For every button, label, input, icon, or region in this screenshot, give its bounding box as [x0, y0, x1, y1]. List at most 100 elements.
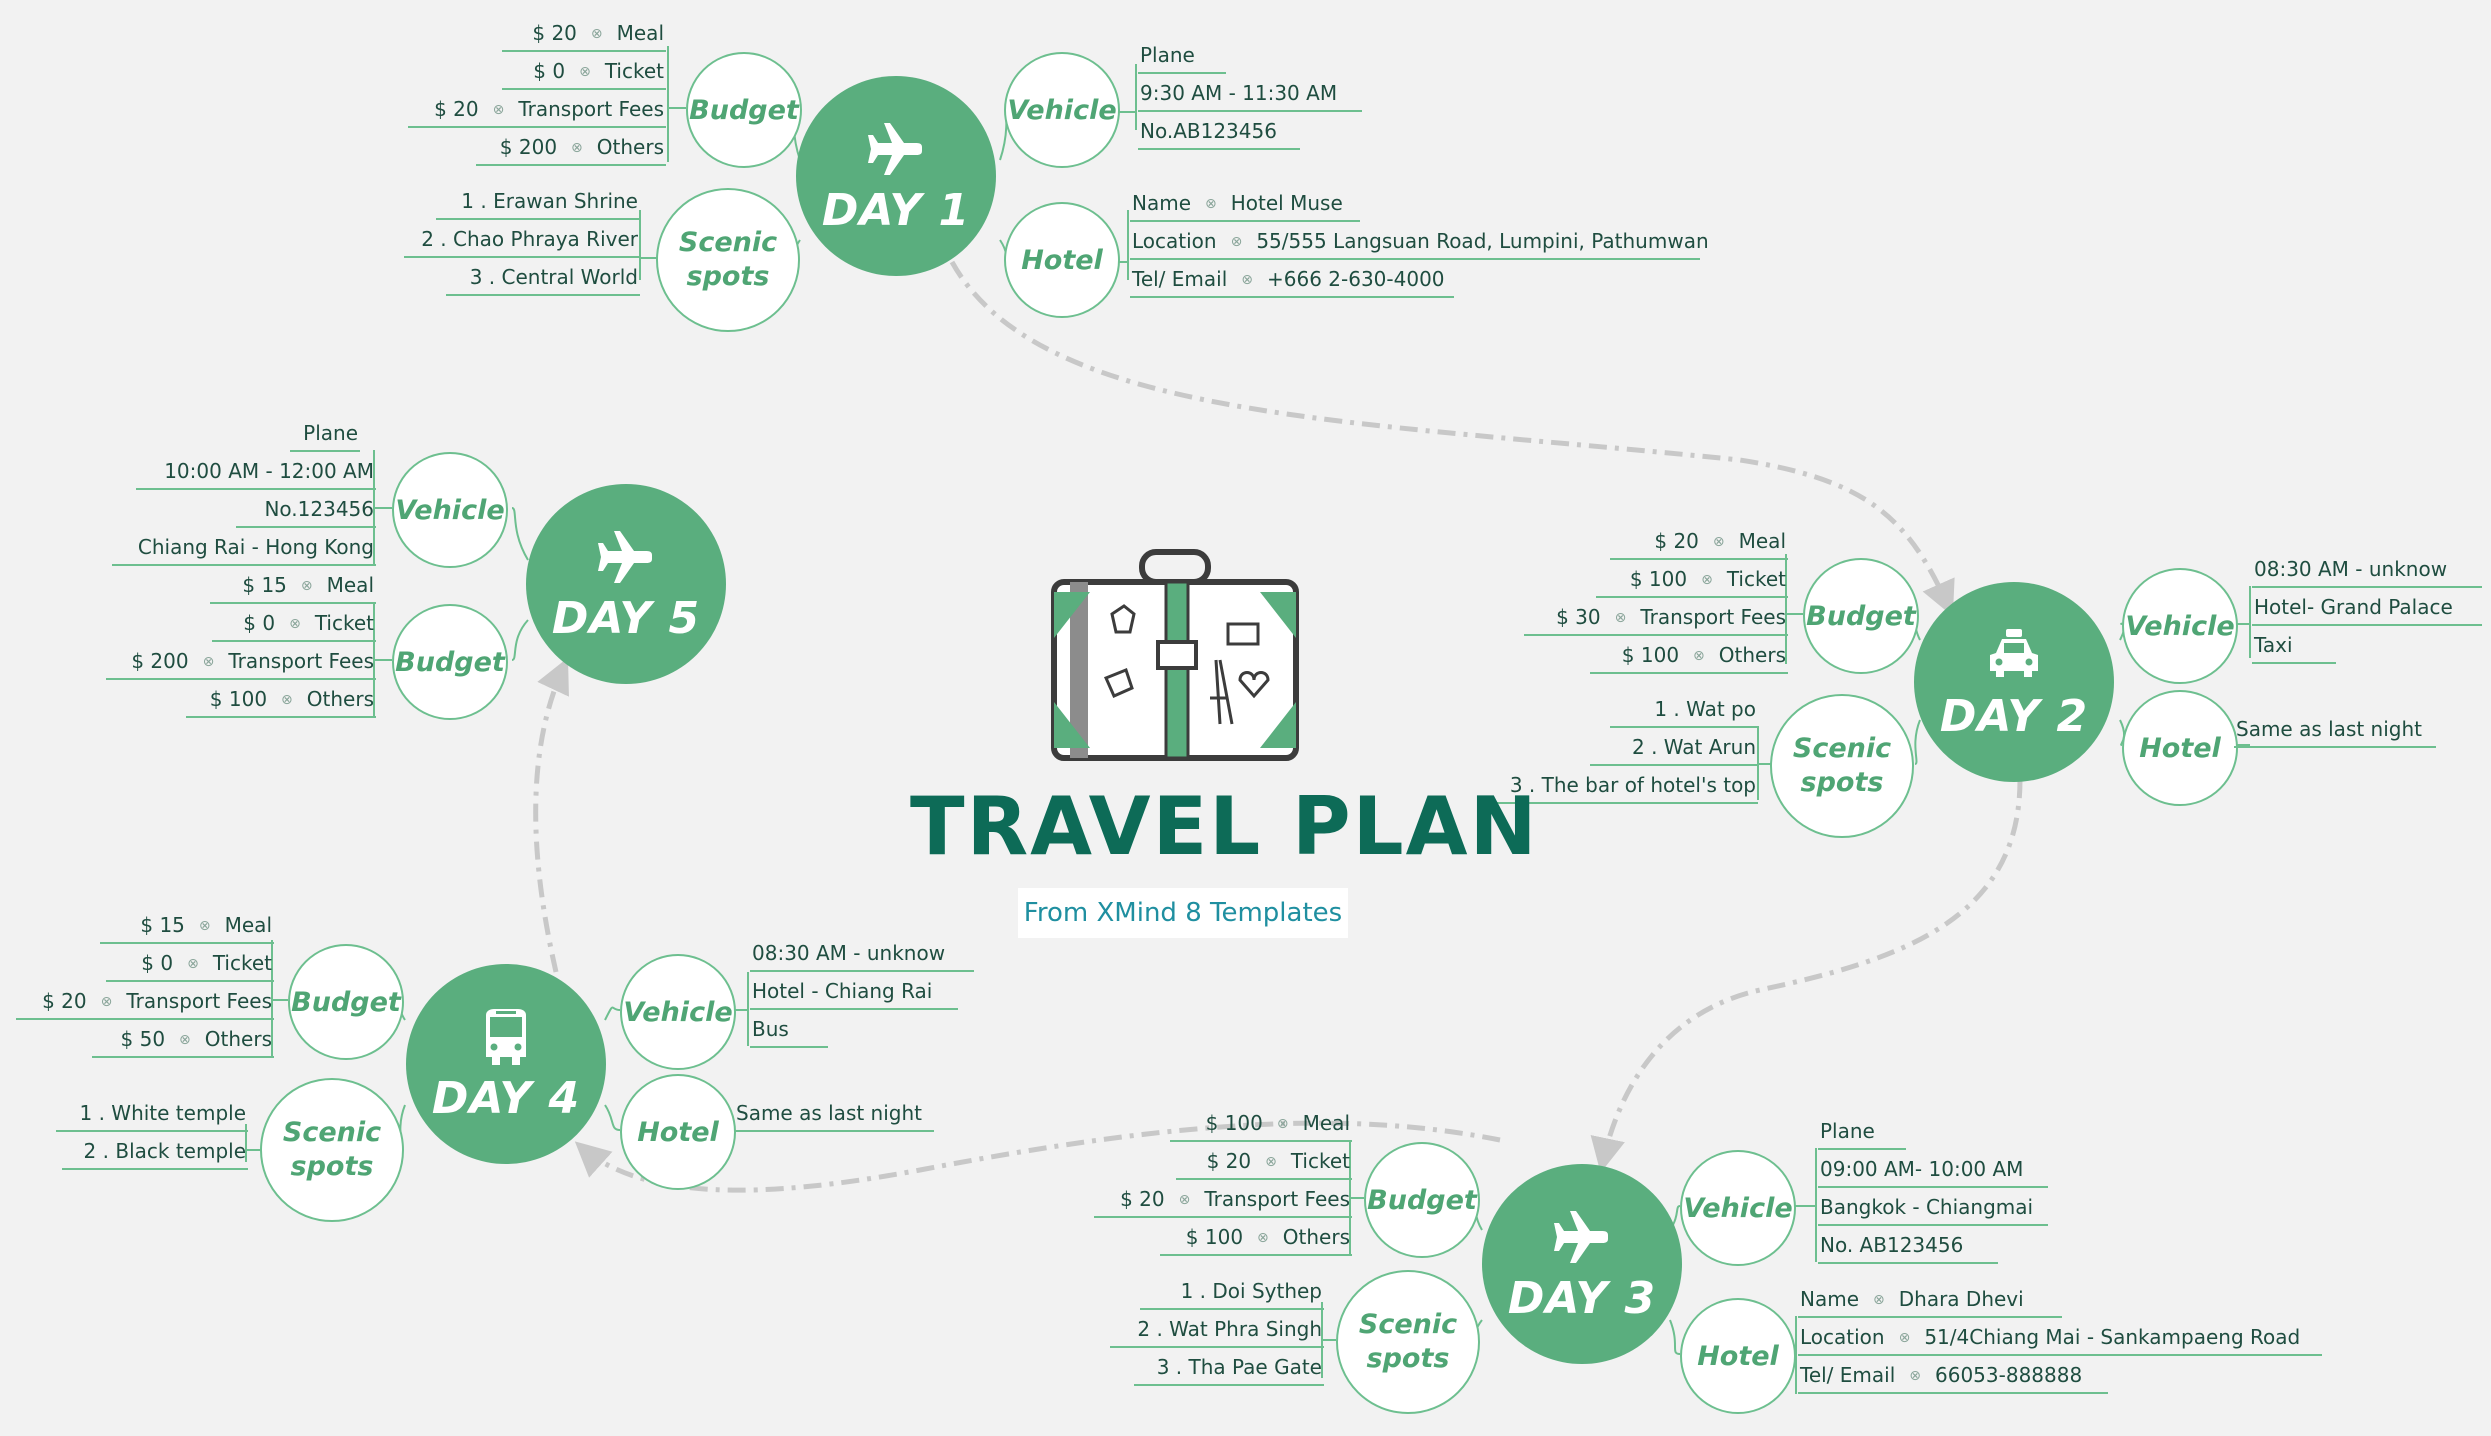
value: 55/555 Langsuan Road, Lumpini, Pathumwan: [1256, 229, 1709, 253]
day-1-budget-others: $ 200 ⊗ Others: [476, 130, 666, 166]
amount: $ 15: [242, 573, 287, 597]
day-1-hotel-name: Name ⊗ Hotel Muse: [1130, 186, 1360, 222]
day-2-budget-ticket: $ 100 ⊗ Ticket: [1596, 562, 1788, 598]
value: 66053-888888: [1935, 1363, 2083, 1387]
vehicle-label: Vehicle: [1007, 94, 1117, 126]
amount: $ 100: [1185, 1225, 1244, 1249]
day-2-vehicle-node[interactable]: Vehicle: [2122, 568, 2238, 684]
day-4-scenic-node[interactable]: Scenic spots: [260, 1078, 404, 1222]
day-1-scenic-1: 1 . Erawan Shrine: [436, 184, 640, 220]
item: Transport Fees: [518, 97, 664, 121]
day-1-hotel-location: Location ⊗ 55/555 Langsuan Road, Lumpini, …: [1130, 224, 1709, 260]
day-3-label: DAY 3: [1507, 1272, 1657, 1324]
day-3-vehicle-2: 09:00 AM- 10:00 AM: [1818, 1152, 2048, 1188]
day-4-label: DAY 4: [431, 1072, 581, 1124]
amount: $ 50: [120, 1027, 166, 1051]
day-3-node[interactable]: DAY 3: [1482, 1164, 1682, 1364]
day-2-budget-meal: $ 20 ⊗ Meal: [1610, 524, 1788, 560]
amount: $ 0: [243, 611, 276, 635]
scenic-label-line2: spots: [686, 261, 770, 292]
budget-label: Budget: [1367, 1184, 1477, 1216]
day-4-vehicle-node[interactable]: Vehicle: [620, 954, 736, 1070]
hotel-label: Hotel: [1021, 244, 1103, 276]
item: Others: [596, 135, 664, 159]
day-4-budget-others: $ 50 ⊗ Others: [92, 1022, 274, 1058]
amount: $ 15: [140, 913, 185, 937]
day-3-vehicle-node[interactable]: Vehicle: [1680, 1150, 1796, 1266]
key: Tel/ Email: [1800, 1363, 1896, 1387]
day-4-scenic-2: 2 . Black temple: [62, 1134, 248, 1170]
day-3-vehicle-3: Bangkok - Chiangmai: [1818, 1190, 2048, 1226]
item: Ticket: [604, 59, 664, 83]
day-3-budget-node[interactable]: Budget: [1364, 1142, 1480, 1258]
day-4-vehicle-3: Bus: [750, 1012, 828, 1048]
day-4-node[interactable]: DAY 4: [406, 964, 606, 1164]
day-1-scenic-node[interactable]: Scenic spots: [656, 188, 800, 332]
day-3-hotel-location: Location ⊗ 51/4Chiang Mai - Sankampaeng Ro…: [1798, 1320, 2322, 1356]
vehicle-label: Vehicle: [395, 494, 505, 526]
day-2-vehicle-2: Hotel- Grand Palace: [2252, 590, 2482, 626]
day-3-hotel-tel: Tel/ Email ⊗ 66053-888888: [1798, 1358, 2108, 1394]
route-day2-day3: [1590, 779, 2023, 1173]
day-3-hotel-node[interactable]: Hotel: [1680, 1298, 1796, 1414]
amount: $ 20: [1654, 529, 1699, 553]
item: Transport Fees: [1204, 1187, 1350, 1211]
day-3-scenic-node[interactable]: Scenic spots: [1336, 1270, 1480, 1414]
day-3-vehicle-4: No. AB123456: [1818, 1228, 1998, 1264]
amount: $ 20: [1120, 1187, 1165, 1211]
day-3-budget-others: $ 100 ⊗ Others: [1160, 1220, 1352, 1256]
amount: $ 100: [1629, 567, 1688, 591]
day-2-label: DAY 2: [1939, 690, 2089, 742]
day-3-vehicle-1: Plane: [1818, 1114, 1906, 1150]
day-4-vehicle-2: Hotel - Chiang Rai: [750, 974, 958, 1010]
day-1-vehicle-3: No.AB123456: [1138, 114, 1300, 150]
day-4-hotel-node[interactable]: Hotel: [620, 1074, 736, 1190]
day-2-node[interactable]: DAY 2: [1914, 582, 2114, 782]
item: Transport Fees: [126, 989, 272, 1013]
day-5-label: DAY 5: [551, 592, 701, 644]
day-5-vehicle-3: No.123456: [236, 492, 376, 528]
item: Ticket: [1726, 567, 1786, 591]
day-1-scenic-3: 3 . Central World: [446, 260, 640, 296]
day-4-budget-meal: $ 15 ⊗ Meal: [100, 908, 274, 944]
day-2-budget-others: $ 100 ⊗ Others: [1590, 638, 1788, 674]
day-2-hotel-node[interactable]: Hotel: [2122, 690, 2238, 806]
day-1-vehicle-node[interactable]: Vehicle: [1004, 52, 1120, 168]
day-3-hotel-name: Name ⊗ Dhara Dhevi: [1798, 1282, 2062, 1318]
day-1-vehicle-2: 9:30 AM - 11:30 AM: [1138, 76, 1362, 112]
day-5-vehicle-node[interactable]: Vehicle: [392, 452, 508, 568]
day-1-budget-node[interactable]: Budget: [686, 52, 802, 168]
amount: $ 200: [131, 649, 189, 673]
day-2-budget-node[interactable]: Budget: [1803, 558, 1919, 674]
amount: $ 20: [42, 989, 87, 1013]
budget-label: Budget: [689, 94, 799, 126]
vehicle-label: Vehicle: [623, 996, 733, 1028]
day-2-scenic-3: 3 . The bar of hotel's top: [1488, 768, 1758, 804]
day-3-budget-transport: $ 20 ⊗ Transport Fees: [1094, 1182, 1352, 1218]
day-3-budget-ticket: $ 20 ⊗ Ticket: [1176, 1144, 1352, 1180]
key: Name: [1800, 1287, 1860, 1311]
scenic-label-line1: Scenic: [282, 1117, 382, 1148]
day-3-scenic-3: 3 . Tha Pae Gate: [1134, 1350, 1324, 1386]
item: Others: [204, 1027, 272, 1051]
day-4-budget-ticket: $ 0 ⊗ Ticket: [106, 946, 274, 982]
central-subtitle: From XMind 8 Templates: [1018, 888, 1348, 938]
scenic-label-line1: Scenic: [1792, 733, 1892, 764]
day-4-budget-node[interactable]: Budget: [288, 944, 404, 1060]
day-4-vehicle-1: 08:30 AM - unknow: [750, 936, 974, 972]
item: Ticket: [1290, 1149, 1350, 1173]
key: Location: [1800, 1325, 1885, 1349]
day-1-budget-meal: $ 20 ⊗ Meal: [502, 16, 666, 52]
amount: $ 100: [209, 687, 268, 711]
day-5-budget-others: $ 100 ⊗ Others: [186, 682, 376, 718]
item: Others: [1718, 643, 1786, 667]
day-5-node[interactable]: DAY 5: [526, 484, 726, 684]
day-5-vehicle-4: Chiang Rai - Hong Kong: [112, 530, 376, 566]
day-1-node[interactable]: DAY 1: [796, 76, 996, 276]
day-1-hotel-node[interactable]: Hotel: [1004, 202, 1120, 318]
vehicle-label: Vehicle: [1683, 1192, 1793, 1224]
budget-label: Budget: [395, 646, 505, 678]
day-5-budget-ticket: $ 0 ⊗ Ticket: [212, 606, 376, 642]
day-2-scenic-node[interactable]: Scenic spots: [1770, 694, 1914, 838]
day-5-budget-node[interactable]: Budget: [392, 604, 508, 720]
